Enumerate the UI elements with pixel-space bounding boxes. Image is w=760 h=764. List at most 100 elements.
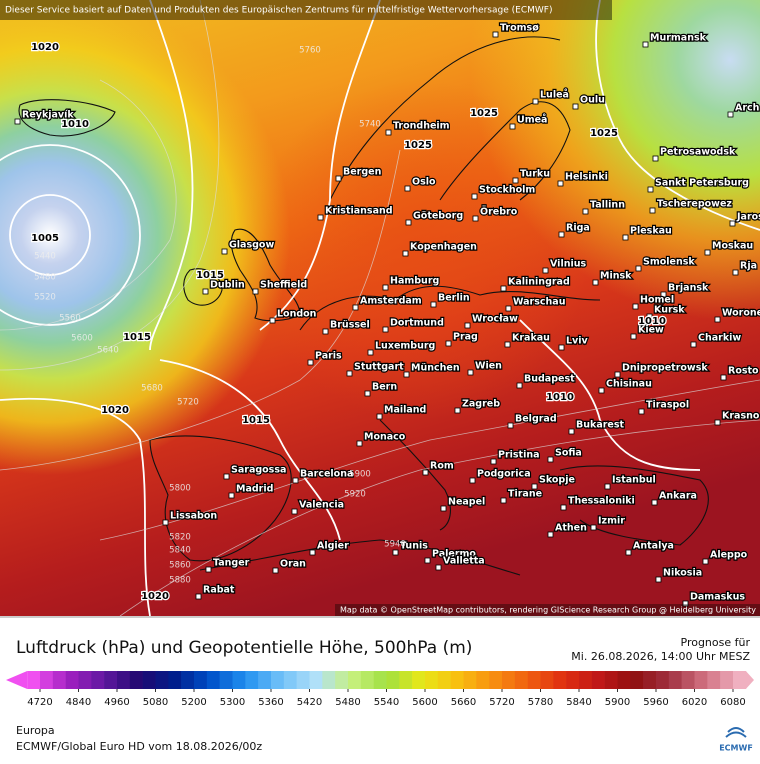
city-labels: Tromsø Murmansk Reykjavík Luleå Oulu Arch Umeå… [14, 21, 760, 607]
city-marker [630, 333, 637, 340]
city-marker [532, 98, 539, 105]
city-label: Oulu [580, 95, 605, 106]
colorbar-swatch [348, 671, 362, 689]
colorbar-swatch [656, 671, 670, 689]
city-marker [622, 234, 629, 241]
city-marker [14, 118, 21, 125]
city-marker [490, 458, 497, 465]
city-label: Tirane [508, 489, 542, 500]
city-marker [682, 600, 689, 607]
city-marker [445, 340, 452, 347]
city-marker [582, 208, 589, 215]
city-marker [292, 477, 299, 484]
city-marker [647, 186, 654, 193]
height-label: 5920 [344, 490, 366, 500]
city-marker [655, 576, 662, 583]
city-label: Warschau [513, 297, 565, 308]
city-label: Mailand [384, 405, 426, 416]
city-label: Istanbul [612, 475, 656, 486]
isobar-label: 1010 [61, 119, 89, 130]
city-label: Charkiw [698, 333, 741, 344]
colorbar-swatch [694, 671, 708, 689]
city-label: Madrid [236, 484, 273, 495]
coast-italy [379, 419, 451, 531]
coast-iceland [18, 99, 116, 137]
city-label: Moskau [712, 241, 753, 252]
city-label: Podgorica [477, 469, 531, 480]
city-label: Sheffield [260, 280, 307, 291]
colorbar-tick-label: 4840 [66, 697, 91, 708]
height-label: 5640 [97, 346, 119, 356]
colorbar-swatch [720, 671, 734, 689]
city-label: Wrocław [472, 314, 518, 325]
isobar [159, 359, 341, 541]
height-contour [99, 379, 760, 541]
city-marker [598, 387, 605, 394]
coastlines [18, 36, 709, 576]
city-marker [652, 155, 659, 162]
colorbar-swatch [373, 671, 387, 689]
city-label: Luxemburg [375, 341, 435, 352]
city-marker [507, 422, 514, 429]
city-label: Budapest [524, 374, 575, 385]
city-label: Worone [722, 308, 760, 319]
city-marker [435, 564, 442, 571]
colorbar-swatch [65, 671, 79, 689]
colorbar-swatch [527, 671, 541, 689]
colorbar-swatch [309, 671, 323, 689]
colorbar-swatch [540, 671, 554, 689]
city-label: Berlin [438, 293, 470, 304]
map: Tromsø Murmansk Reykjavík Luleå Oulu Arch Umeå… [0, 0, 760, 617]
city-marker [714, 419, 721, 426]
city-marker [309, 549, 316, 556]
colorbar-swatch [360, 671, 374, 689]
city-label: Zagreb [462, 399, 500, 410]
city-label: Dublin [210, 280, 245, 291]
city-marker [382, 284, 389, 291]
city-marker [568, 428, 575, 435]
coast-north [299, 285, 601, 331]
city-marker [732, 269, 739, 276]
city-label: Homel [640, 295, 674, 306]
city-marker [472, 215, 479, 222]
city-marker [604, 483, 611, 490]
city-marker [638, 408, 645, 415]
city-marker [364, 390, 371, 397]
city-marker [646, 313, 653, 320]
colorbar-swatch [219, 671, 233, 689]
city-marker [635, 265, 642, 272]
city-label: Ankara [659, 491, 697, 502]
city-marker [291, 508, 298, 515]
city-label: Damaskus [690, 592, 745, 603]
city-label: Oran [280, 559, 306, 570]
city-marker [403, 371, 410, 378]
attribution: Map data © OpenStreetMap contributors, r… [340, 606, 756, 615]
colorbar-tick-label: 6080 [720, 697, 745, 708]
height-label: 5480 [34, 273, 56, 283]
height-label: 5800 [169, 484, 191, 494]
height-label: 5940 [384, 540, 406, 550]
city-label: Örebro [480, 207, 518, 218]
height-contour [0, 149, 401, 471]
coast-baltic [439, 101, 571, 201]
colorbar-tick-label: 5420 [297, 697, 322, 708]
city-label: Athen [555, 523, 587, 534]
city-marker [367, 349, 374, 356]
city-label: Aleppo [710, 550, 748, 561]
city-marker [195, 593, 202, 600]
isobar-label: 1020 [101, 405, 129, 416]
city-marker [454, 407, 461, 414]
city-marker [558, 344, 565, 351]
height-label: 5440 [34, 252, 56, 262]
height-label: 5600 [71, 334, 93, 344]
city-marker [505, 305, 512, 312]
isobar [0, 397, 151, 617]
city-label: Valletta [443, 556, 485, 567]
isobar-label: 1015 [242, 415, 270, 426]
city-label: Kiew [638, 325, 664, 336]
city-marker [547, 456, 554, 463]
city-label: Dortmund [390, 318, 444, 329]
isobar [9, 194, 91, 276]
city-marker [404, 185, 411, 192]
city-label: Antalya [633, 541, 674, 552]
